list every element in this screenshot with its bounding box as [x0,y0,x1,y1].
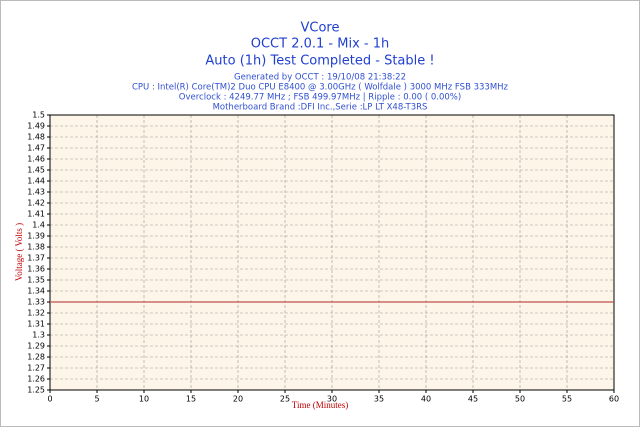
x-tick-label: 5 [94,395,99,404]
y-tick-label: 1.41 [27,210,45,219]
y-tick-label: 1.45 [27,166,45,175]
y-tick-label: 1.29 [27,342,45,351]
y-tick-label: 1.28 [27,353,45,362]
x-tick-label: 55 [562,395,572,404]
y-tick-label: 1.32 [27,309,45,318]
y-tick-label: 1.38 [27,243,45,252]
y-tick-label: 1.34 [27,287,45,296]
chart-title: VCore [301,21,340,36]
y-tick-label: 1.43 [27,188,45,197]
y-tick-label: 1.42 [27,199,45,208]
y-tick-label: 1.4 [32,221,45,230]
y-tick-label: 1.37 [27,254,45,263]
y-tick-label: 1.48 [27,133,45,142]
x-tick-label: 60 [609,395,619,404]
x-tick-label: 45 [468,395,478,404]
y-tick-label: 1.49 [27,122,45,131]
info-line: Generated by OCCT : 19/10/08 21:38:22 [234,73,406,83]
y-tick-label: 1.35 [27,276,45,285]
y-tick-label: 1.25 [27,386,45,395]
y-tick-label: 1.36 [27,265,45,274]
y-tick-label: 1.47 [27,144,45,153]
x-tick-label: 10 [139,395,149,404]
y-tick-label: 1.31 [27,320,45,329]
x-tick-label: 35 [374,395,384,404]
y-tick-label: 1.46 [27,155,45,164]
y-tick-label: 1.33 [27,298,45,307]
x-axis-label: Time (Minutes) [292,400,348,410]
chart-subtitle: OCCT 2.0.1 - Mix - 1h [251,37,389,52]
x-tick-label: 20 [233,395,243,404]
info-line: CPU : Intel(R) Core(TM)2 Duo CPU E8400 @… [132,83,509,93]
plot-border [49,114,615,391]
x-tick-label: 0 [47,395,52,404]
chart-subtitle: Auto (1h) Test Completed - Stable ! [205,54,434,69]
x-tick-label: 25 [280,395,290,404]
y-tick-label: 1.44 [27,177,45,186]
y-tick-label: 1.26 [27,375,45,384]
y-tick-label: 1.3 [32,331,45,340]
y-tick-label: 1.5 [32,111,45,120]
y-tick-label: 1.27 [27,364,45,373]
y-axis-label: Voltage ( Volts ) [14,223,24,281]
y-tick-label: 1.39 [27,232,45,241]
x-tick-label: 40 [421,395,431,404]
x-tick-label: 15 [186,395,196,404]
x-tick-label: 30 [327,395,337,404]
info-line: Overclock : 4249.77 MHz ; FSB 499.97MHz … [179,93,461,103]
x-tick-label: 50 [515,395,525,404]
info-line: Motherboard Brand :DFI Inc.,Serie :LP LT… [213,103,428,113]
